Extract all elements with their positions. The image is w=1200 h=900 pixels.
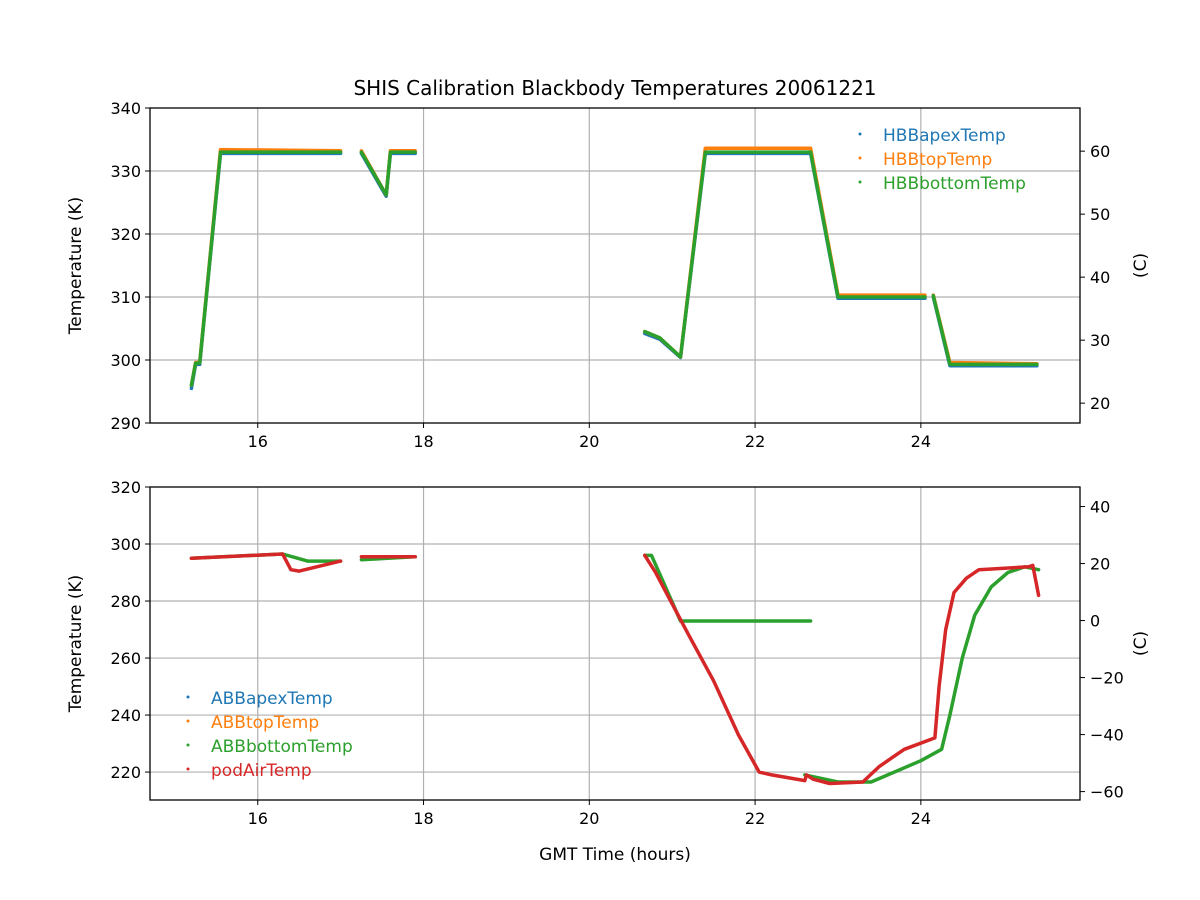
x-tick-label: 20 <box>579 809 599 828</box>
axes-frame <box>149 107 1081 424</box>
y-right-tick-label: 60 <box>1090 142 1110 161</box>
y-tick-label: 280 <box>110 592 141 611</box>
y-tick-label: 300 <box>110 535 141 554</box>
x-tick-label: 18 <box>413 432 433 451</box>
y-tick-label: 260 <box>110 649 141 668</box>
series-podAirTemp <box>189 552 343 573</box>
y-tick-label: 320 <box>110 478 141 497</box>
x-tick-label: 24 <box>911 809 931 828</box>
y-right-tick-label: −20 <box>1090 669 1124 688</box>
x-tick-label: 22 <box>745 809 765 828</box>
series-podAirTemp <box>643 553 1041 786</box>
series-HBBbottomTemp <box>359 150 417 197</box>
x-tick-label: 16 <box>248 432 268 451</box>
legend-entry: podAirTemp <box>211 761 312 781</box>
y-tick-label: 290 <box>110 414 141 433</box>
y-right-tick-label: 20 <box>1090 555 1110 574</box>
y-tick-label: 240 <box>110 706 141 725</box>
legend-marker <box>186 719 190 723</box>
series-HBBbottomTemp <box>643 150 927 359</box>
series-HBBbottomTemp <box>931 293 1039 367</box>
series-HBBapexTemp <box>189 151 343 391</box>
y-tick-label: 220 <box>110 763 141 782</box>
legend-entry: ABBtopTemp <box>211 713 319 733</box>
legend-entry: HBBapexTemp <box>883 126 1006 146</box>
y-tick-label: 330 <box>110 162 141 181</box>
x-tick-label: 18 <box>413 809 433 828</box>
legend-marker <box>858 132 862 136</box>
y-axis-label: Temperature (K) <box>66 575 86 714</box>
legend-marker <box>858 156 862 160</box>
legend-entry: ABBapexTemp <box>211 689 333 709</box>
subplot-2: 16 18 20 22 24 220 240 260 280 300 320 −60 −40 −20 0 20… <box>66 478 1151 865</box>
y-right-tick-label: −40 <box>1090 726 1124 745</box>
y-axis-label: Temperature (K) <box>66 197 86 336</box>
x-tick-label: 16 <box>248 809 268 828</box>
legend-marker <box>186 743 190 747</box>
y-tick-label: 320 <box>110 225 141 244</box>
y-right-tick-label: 30 <box>1090 331 1110 350</box>
legend-marker <box>186 767 190 771</box>
legend-entry: ABBbottomTemp <box>211 737 353 757</box>
series-ABBbottomTemp <box>803 565 1041 784</box>
y-tick-label: 340 <box>110 99 141 118</box>
series-HBBtopTemp <box>189 147 343 387</box>
chart-title: SHIS Calibration Blackbody Temperatures … <box>353 76 876 100</box>
x-tick-label: 20 <box>579 432 599 451</box>
y-tick-label: 310 <box>110 288 141 307</box>
subplot-1: 16 18 20 22 24 290 300 310 320 330 340 20 30 40 50 60 Te… <box>66 99 1151 451</box>
legend-marker <box>186 695 190 699</box>
axes-frame <box>149 486 1081 801</box>
y-right-tick-label: 0 <box>1090 612 1100 631</box>
x-axis-label: GMT Time (hours) <box>539 845 691 865</box>
y-tick-label: 300 <box>110 351 141 370</box>
series-HBBbottomTemp <box>189 150 343 387</box>
y-right-tick-label: 40 <box>1090 498 1110 517</box>
legend-marker <box>858 180 862 184</box>
y-right-tick-label: 40 <box>1090 268 1110 287</box>
plot-area <box>189 552 1041 786</box>
x-tick-label: 24 <box>911 432 931 451</box>
y-right-tick-label: 20 <box>1090 394 1110 413</box>
series-ABBbottomTemp <box>643 553 813 623</box>
y-right-tick-label: −60 <box>1090 783 1124 802</box>
y-right-tick-label: 50 <box>1090 205 1110 224</box>
legend: HBBapexTemp HBBtopTemp HBBbottomTemp <box>858 126 1026 194</box>
legend: ABBapexTemp ABBtopTemp ABBbottomTemp podAir… <box>186 689 353 781</box>
legend-entry: HBBbottomTemp <box>883 174 1026 194</box>
y-right-axis-label: (C) <box>1131 631 1151 656</box>
plot-area <box>189 146 1039 391</box>
y-right-axis-label: (C) <box>1131 253 1151 278</box>
legend-entry: HBBtopTemp <box>883 150 992 170</box>
x-tick-label: 22 <box>745 432 765 451</box>
